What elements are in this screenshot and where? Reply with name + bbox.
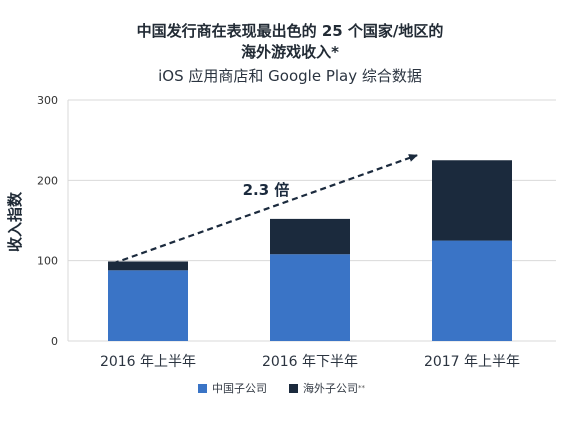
x-tick-label: 2016 年上半年 — [100, 354, 196, 370]
bar-domestic-1 — [270, 254, 350, 341]
y-axis-ticks: 0 100 200 300 — [37, 94, 58, 348]
bar-overseas-2 — [432, 160, 512, 241]
y-tick-label: 100 — [37, 255, 58, 268]
bar-overseas-1 — [270, 218, 350, 255]
legend-label-domestic: 中国子公司 — [212, 382, 267, 395]
legend-item-overseas: 海外子公司 ** — [289, 380, 365, 396]
chart-title-line2: 海外游戏收入* — [241, 43, 339, 61]
bar-domestic-2 — [432, 240, 512, 341]
chart-legend: 中国子公司 海外子公司 ** — [198, 380, 387, 396]
legend-item-domestic: 中国子公司 — [198, 380, 267, 396]
legend-label-overseas: 海外子公司 — [303, 382, 358, 395]
x-tick-label: 2017 年上半年 — [424, 354, 520, 370]
legend-swatch-overseas — [289, 383, 298, 393]
chart-title-line1: 中国发行商在表现最出色的 25 个国家/地区的 — [136, 22, 444, 40]
legend-swatch-domestic — [198, 383, 207, 393]
bar-domestic-0 — [108, 270, 188, 341]
y-tick-label: 0 — [51, 335, 58, 348]
y-tick-label: 300 — [37, 94, 58, 107]
bars — [108, 160, 512, 341]
chart-subtitle: iOS 应用商店和 Google Play 综合数据 — [158, 67, 422, 85]
x-axis-ticks: 2016 年上半年 2016 年下半年 2017 年上半年 — [100, 354, 520, 370]
bar-overseas-0 — [108, 261, 188, 271]
growth-arrow — [112, 154, 418, 265]
y-tick-label: 200 — [37, 174, 58, 187]
growth-annotation-label: 2.3 倍 — [243, 181, 290, 199]
growth-annotation: 2.3 倍 — [112, 154, 418, 265]
legend-footnote-mark: ** — [358, 384, 365, 392]
x-tick-label: 2016 年下半年 — [262, 354, 358, 370]
y-axis-label: 收入指数 — [6, 191, 24, 252]
